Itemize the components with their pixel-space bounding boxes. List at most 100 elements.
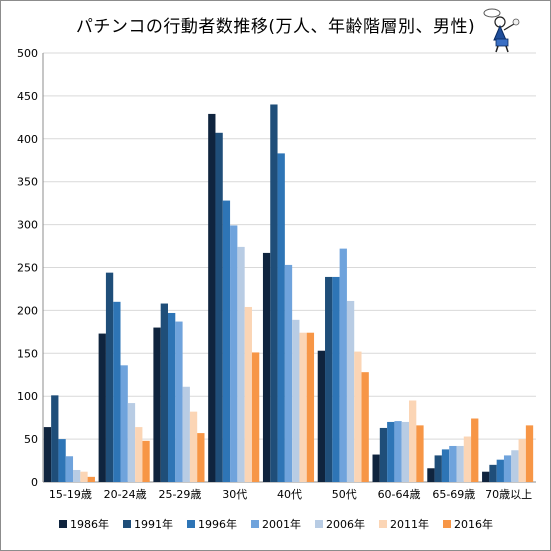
bar [135,427,143,482]
y-tick-label: 100 [17,390,38,403]
bar [73,469,81,482]
bar [58,439,66,482]
bar [441,449,450,482]
y-tick-label: 500 [17,47,38,60]
bar [87,476,95,482]
x-tick-label: 70歳以上 [485,488,532,501]
bar [372,454,380,482]
bar [525,425,534,482]
y-tick-label: 250 [17,262,38,275]
legend-swatch [187,520,195,528]
bar [65,456,74,482]
bar [244,306,252,482]
bar [182,386,190,482]
bar [284,264,293,482]
bar [489,464,497,482]
bar [237,246,245,482]
bar [292,319,300,482]
y-tick-label: 0 [31,476,38,489]
legend-label: 1996年 [198,517,237,531]
bar [262,252,271,482]
bar [98,333,106,482]
bar [416,425,424,482]
x-tick-label: 40代 [277,488,302,501]
bar [277,153,285,483]
y-tick-label: 150 [17,347,38,360]
bar [51,395,59,482]
chart-title: パチンコの行動者数推移(万人、年齢階層別、男性) [75,17,476,37]
bar [463,436,472,482]
bar [332,276,340,482]
legend-swatch [315,520,323,528]
bar [189,411,198,482]
y-tick-label: 300 [17,219,38,232]
bar [471,418,479,482]
x-tick-label: 60-64歳 [378,488,421,501]
legend-swatch [123,520,131,528]
bar [409,400,417,482]
legend-swatch [251,520,259,528]
bar [427,468,435,482]
y-tick-label: 350 [17,176,38,189]
legend: 1986年 1991年 1996年 2001年 2006年 2011年 2016年 [59,517,493,531]
bar [270,104,278,482]
bar [306,332,315,482]
bar [456,445,464,482]
y-tick-label: 200 [17,304,38,317]
x-tick-label: 30代 [222,488,247,501]
y-tick-label: 50 [24,433,38,446]
bar [449,445,457,482]
bar [346,300,355,482]
y-tick-label: 400 [17,133,38,146]
legend-swatch [59,520,67,528]
bar [208,113,216,482]
mascot-icon [483,8,520,53]
bar [339,248,347,482]
legend-label: 2011年 [390,517,429,531]
bar [496,459,504,482]
x-tick-label: 50代 [332,488,357,501]
legend-label: 2006年 [326,517,365,531]
bar [120,365,128,482]
legend-swatch [379,520,387,528]
bar [251,352,260,482]
bar [127,403,136,482]
bar [105,272,114,482]
x-tick-label: 15-19歳 [49,488,92,501]
bar [503,455,512,482]
bar [197,433,205,482]
bar [153,327,161,482]
legend-label: 1991年 [134,517,173,531]
bar [222,200,231,483]
bar [511,450,519,482]
bar [379,427,388,482]
bar [113,301,121,482]
bar [80,471,88,482]
bar [361,372,369,482]
legend-swatch [443,520,451,528]
y-tick-label: 450 [17,90,38,103]
legend-label: 2016年 [454,517,493,531]
bar [482,471,490,482]
bar [215,132,223,482]
bar [434,455,442,482]
bar [299,332,307,482]
bar [167,312,176,482]
x-tick-label: 20-24歳 [104,488,147,501]
bar [394,421,402,482]
bar [175,321,183,482]
bar [43,427,52,482]
bar [518,439,526,482]
bar-layer [43,104,534,483]
bar [387,421,395,482]
bar [160,303,168,482]
y-tick-labels: 0 50 100 150 200 250 300 350 400 450 500 [17,47,38,489]
bar [401,421,410,482]
bar [142,440,150,482]
legend-label: 1986年 [70,517,109,531]
bar [230,225,238,482]
legend-label: 2001年 [262,517,301,531]
bar [325,276,333,482]
x-tick-labels: 15-19歳 20-24歳 25-29歳 30代 40代 50代 60-64歳 65-69歳 7… [49,488,532,501]
bar [354,351,362,482]
